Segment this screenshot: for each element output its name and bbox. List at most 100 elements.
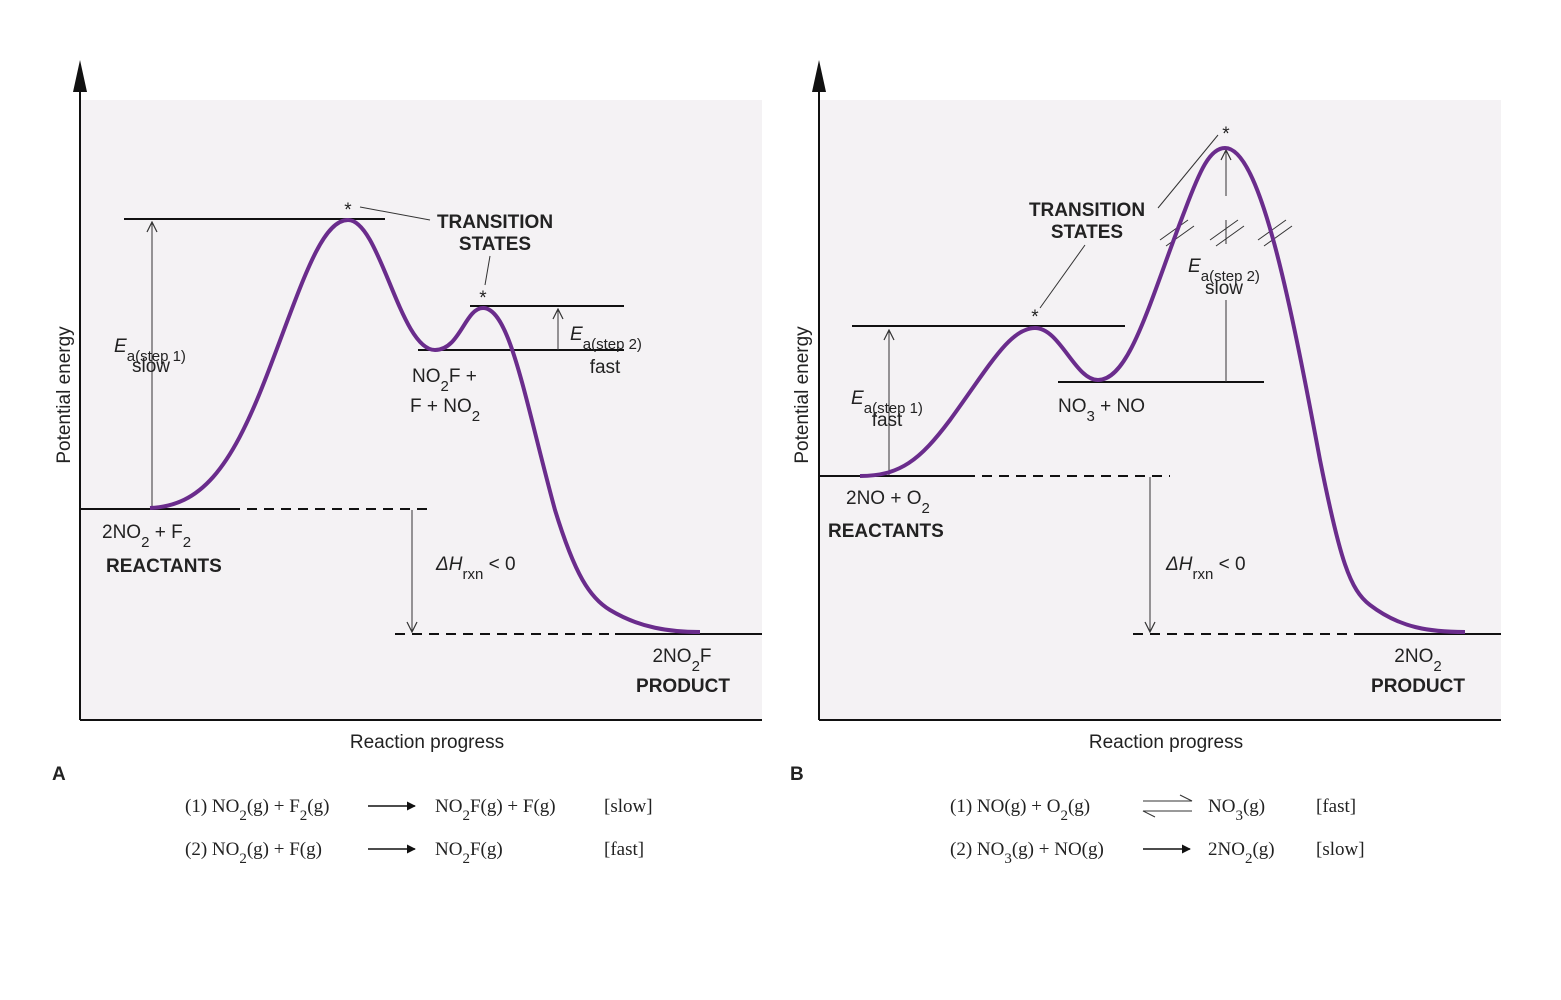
- ts-label: TRANSITION: [437, 212, 553, 233]
- panel-label: B: [790, 764, 804, 785]
- delta-h: ΔHrxn < 0: [435, 554, 516, 583]
- text-part: (g) + F(g): [247, 839, 322, 860]
- subscript: 2: [1060, 808, 1068, 824]
- equation-lhs: (1) NO2(g) + F2(g): [185, 796, 329, 824]
- text-part: 2NO: [102, 522, 141, 543]
- text-part: + F: [149, 522, 182, 543]
- intermediate: NO3 + NO: [1058, 396, 1145, 425]
- subscript: 2: [462, 808, 470, 824]
- text-part: NO: [435, 796, 462, 817]
- text-part: F: [700, 646, 712, 667]
- text-part: E: [114, 336, 127, 357]
- product: 2NO2F: [652, 646, 711, 675]
- y-axis-label: Potential energy: [792, 326, 813, 464]
- subscript: a(step 2): [1201, 268, 1260, 285]
- x-axis-label: Reaction progress: [1089, 732, 1243, 753]
- equation-rate: [slow]: [1316, 839, 1365, 860]
- ts-marker: *: [1031, 307, 1039, 328]
- ea-rate: fast: [872, 410, 903, 431]
- equation-lhs: (1) NO(g) + O2(g): [950, 796, 1090, 824]
- text-part: (g) + F: [247, 796, 300, 817]
- ts-label: TRANSITION: [1029, 200, 1145, 221]
- reactants-label: REACTANTS: [106, 556, 222, 577]
- axis-arrow: [812, 60, 826, 92]
- subscript: 2: [239, 851, 247, 867]
- ea-rate: fast: [590, 357, 621, 378]
- pointer: [484, 255, 491, 286]
- text-part: < 0: [1213, 554, 1245, 575]
- x-axis-label: Reaction progress: [350, 732, 504, 753]
- subscript: 3: [1004, 851, 1012, 867]
- intermediate: NO2F +: [412, 366, 477, 395]
- product-label: PRODUCT: [1371, 676, 1465, 697]
- text-part: (1) NO: [185, 796, 239, 817]
- text-part: 2NO: [1394, 646, 1433, 667]
- text-part: < 0: [483, 554, 515, 575]
- ts-label: STATES: [459, 234, 531, 255]
- subscript: a(step 1): [864, 400, 923, 417]
- text-part: (g): [1068, 796, 1090, 817]
- ea-label: Ea(step 1): [851, 388, 923, 417]
- equation-rate: [fast]: [1316, 796, 1356, 817]
- ts-marker: *: [344, 200, 352, 221]
- subscript: 3: [1235, 808, 1243, 824]
- text-part: 2NO + O: [846, 488, 922, 509]
- subscript: 2: [1433, 658, 1441, 675]
- text-part: F(g) + F(g): [470, 796, 556, 817]
- subscript: 2: [441, 378, 449, 395]
- equilibrium-arrow: [1142, 810, 1192, 818]
- text-part: ΔH: [435, 554, 463, 575]
- subscript: 2: [183, 534, 191, 551]
- ea-label: Ea(step 1): [114, 336, 186, 365]
- text-part: (g) + NO(g): [1012, 839, 1104, 860]
- text-part: (g): [1243, 796, 1265, 817]
- pointer: [359, 206, 431, 221]
- panel-a: [73, 60, 762, 721]
- text-part: F + NO: [410, 396, 472, 417]
- equation-lhs: (2) NO3(g) + NO(g): [950, 839, 1104, 867]
- subscript: a(step 2): [583, 336, 642, 353]
- pointer: [1157, 134, 1219, 209]
- reactants: 2NO2 + F2: [102, 522, 191, 551]
- text-part: (2) NO: [950, 839, 1004, 860]
- text-part: E: [570, 324, 583, 345]
- energy-curve: [149, 217, 701, 634]
- subscript: rxn: [1192, 566, 1213, 583]
- text-part: (1) NO(g) + O: [950, 796, 1060, 817]
- subscript: a(step 1): [127, 348, 186, 365]
- energy-curve: [859, 145, 1466, 634]
- subscript: 3: [1087, 408, 1095, 425]
- equation-rhs: NO3(g): [1208, 796, 1265, 824]
- equilibrium-arrow: [1143, 794, 1193, 802]
- equation-lhs: (2) NO2(g) + F(g): [185, 839, 322, 867]
- ts-marker: *: [1222, 124, 1230, 145]
- text-part: (g): [1252, 839, 1274, 860]
- subscript: 2: [141, 534, 149, 551]
- text-part: 2NO: [1208, 839, 1245, 860]
- panel-b: [812, 60, 1501, 854]
- ts-marker: *: [479, 288, 487, 309]
- product: 2NO2: [1394, 646, 1441, 675]
- axis-arrow: [73, 60, 87, 92]
- text-part: E: [1188, 256, 1201, 277]
- text-part: F +: [449, 366, 477, 387]
- delta-h: ΔHrxn < 0: [1165, 554, 1246, 583]
- text-part: NO: [1208, 796, 1235, 817]
- subscript: 2: [692, 658, 700, 675]
- pointer: [1039, 244, 1086, 309]
- text-part: 2NO: [652, 646, 691, 667]
- subscript: rxn: [462, 566, 483, 583]
- text-part: NO: [1058, 396, 1087, 417]
- ea-label: Ea(step 2): [570, 324, 642, 353]
- equation-rate: [fast]: [604, 839, 644, 860]
- product-label: PRODUCT: [636, 676, 730, 697]
- ea-rate: slow: [132, 356, 170, 377]
- subscript: 2: [300, 808, 308, 824]
- text-part: NO: [435, 839, 462, 860]
- y-axis-label: Potential energy: [54, 326, 75, 464]
- ea-label: Ea(step 2): [1188, 256, 1260, 285]
- text-part: F(g): [470, 839, 503, 860]
- text-part: E: [851, 388, 864, 409]
